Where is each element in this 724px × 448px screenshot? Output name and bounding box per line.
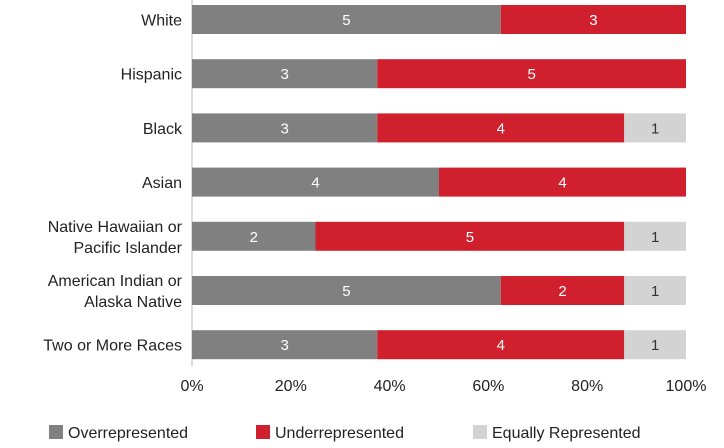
x-tick-label: 0% — [180, 378, 203, 395]
data-label: 4 — [497, 120, 505, 137]
x-tick-label: 40% — [374, 378, 406, 395]
category-label: Two or More Races — [43, 338, 182, 355]
bar-segment-underrepresented — [377, 330, 625, 360]
legend-label: Underrepresented — [275, 425, 404, 442]
bar-segment-underrepresented — [500, 276, 625, 305]
data-label: 3 — [280, 120, 288, 137]
x-tick-label: 60% — [472, 378, 504, 395]
category-label: Black — [143, 121, 183, 138]
data-label: 5 — [342, 12, 350, 29]
bar-segment-overrepresented — [192, 276, 501, 305]
bar-segment-equally-represented — [624, 276, 686, 305]
category-label: American Indian or — [48, 273, 183, 290]
bar-segment-overrepresented — [192, 330, 378, 360]
category-label: Alaska Native — [84, 294, 182, 311]
data-label: 2 — [558, 283, 566, 300]
data-label: 5 — [527, 66, 535, 83]
bar-segment-equally-represented — [624, 113, 686, 143]
category-label: Hispanic — [121, 67, 182, 84]
bar-segment-overrepresented — [192, 113, 378, 143]
category-label: Native Hawaiian or — [48, 219, 183, 236]
bar-segment-underrepresented — [315, 221, 625, 251]
data-label: 3 — [280, 337, 288, 354]
category-label: Asian — [142, 175, 182, 192]
data-label: 5 — [342, 283, 350, 300]
bar-segment-overrepresented — [192, 59, 378, 89]
bar-segment-underrepresented — [377, 113, 625, 143]
data-label: 1 — [651, 229, 659, 246]
x-tick-label: 20% — [275, 378, 307, 395]
bar-segment-underrepresented — [500, 5, 686, 34]
bar-segment-equally-represented — [624, 330, 686, 360]
bar-segment-underrepresented — [439, 167, 686, 197]
category-label: White — [141, 13, 182, 30]
bar-segment-overrepresented — [192, 5, 501, 34]
legend-label: Equally Represented — [492, 425, 641, 442]
data-label: 4 — [311, 175, 319, 192]
bar-segment-equally-represented — [624, 221, 686, 251]
data-label: 4 — [558, 175, 566, 192]
legend: Overrepresented Underrepresented Equally R… — [49, 425, 641, 442]
legend-label: Overrepresented — [68, 425, 188, 442]
x-tick-label: 80% — [571, 378, 603, 395]
data-label: 4 — [497, 337, 505, 354]
data-label: 1 — [651, 283, 659, 300]
x-tick-label: 100% — [666, 378, 707, 395]
legend-swatch — [473, 425, 487, 439]
bar-segment-overrepresented — [192, 167, 439, 197]
data-label: 1 — [651, 120, 659, 137]
bar-segment-overrepresented — [192, 221, 316, 251]
category-label: Pacific Islander — [74, 240, 183, 257]
bar-segment-underrepresented — [377, 59, 686, 89]
plot-area: 5 3 White 3 5 Hispanic 3 4 1 Black 4 4 Asian 2 5 1 Nativ… — [43, 5, 686, 360]
x-axis: 0% 20% 40% 60% 80% 100% — [180, 378, 706, 395]
data-label: 3 — [589, 12, 597, 29]
data-label: 5 — [466, 229, 474, 246]
data-label: 1 — [651, 337, 659, 354]
legend-swatch — [256, 425, 270, 439]
legend-swatch — [49, 425, 63, 439]
data-label: 3 — [280, 66, 288, 83]
data-label: 2 — [250, 229, 258, 246]
